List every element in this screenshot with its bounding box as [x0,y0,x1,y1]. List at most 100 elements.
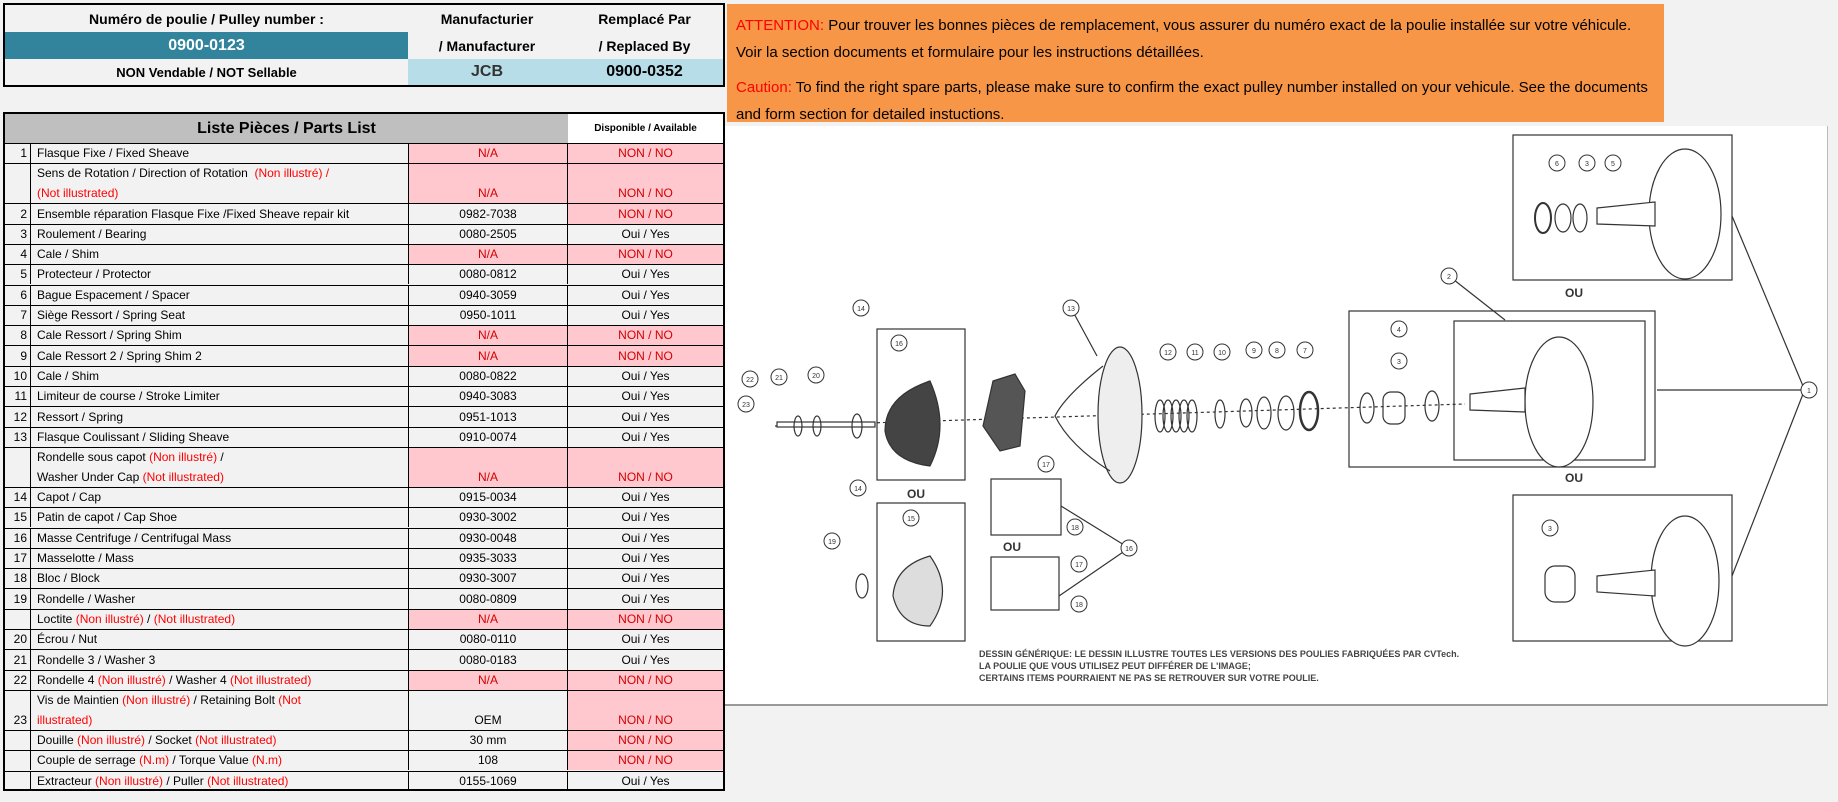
description-text: Masse Centrifuge / Centrifugal Mass [37,530,232,545]
callout-number: 16 [1125,546,1133,553]
caution-label: Caution: [736,79,792,96]
manufacturer-label-en: / Manufacturer [438,37,536,54]
table-row: 2 Ensemble réparation Flasque Fixe /Fixed… [5,203,723,224]
description-text: / [143,611,154,626]
ring-10 [1214,399,1226,429]
table-row: 6 Bague Espacement / Spacer 0940-3059 Oui /… [5,284,723,305]
availability-status: NON / NO [568,326,723,346]
description-line: Rondelle / Washer [37,589,135,609]
part-number: 0080-0809 [409,589,568,609]
table-row: 1 Flasque Fixe / Fixed Sheave N/A NON / NO [5,143,723,164]
part-number: 0155-1069 [409,771,568,791]
description-line: Loctite (Non illustré) / (Not illustrate… [37,609,235,629]
table-row: 8 Cale Ressort / Spring Shim N/A NON / NO [5,325,723,346]
description-text: Rondelle / Washer [37,591,136,606]
item-description: Patin de capot / Cap Shoe [31,508,409,528]
washer-21 [793,415,803,437]
availability-status: Oui / Yes [621,308,670,323]
item-description: Couple de serrage (N.m) / Torque Value (… [31,751,409,771]
item-number: 12 [5,407,31,427]
callout-circle [1604,154,1622,172]
description-text: Extracteur [37,773,96,788]
description-text: Rondelle 3 / Washer 3 [37,652,156,667]
ring-6 [1534,202,1552,234]
fixed-sheave-top [1648,148,1722,280]
description-line: Cale / Shim [37,244,99,264]
part-number: 0080-0110 [409,630,568,650]
callout-number: 9 [1252,348,1256,355]
not-illustrated-note: (Non illustré) [75,611,144,626]
callout-circle [737,395,755,413]
available-header: Disponible / Available [568,114,723,143]
item-description: Masselotte / Mass [31,548,409,569]
not-illustrated-note: (Not illustrated) [195,733,277,748]
not-illustrated-note: (Non illustré) [77,733,146,748]
callout-circle [849,479,867,497]
washer-alt [855,573,869,599]
part-number: N/A [409,326,568,346]
part-number: 0930-3002 [409,508,568,528]
variant-box-bottom [1512,494,1733,642]
description-line: Masse Centrifuge / Centrifugal Mass [37,528,231,548]
parts-list-title: Liste Pièces / Parts List [5,114,568,143]
description-line: illustrated) [37,710,92,730]
description-text: Patin de capot / Cap Shoe [37,510,178,525]
availability-status: NON / NO [568,609,723,629]
callout-number: 3 [1548,526,1552,533]
callout-circle [902,509,920,527]
fixed-sheave-bottom [1650,515,1720,647]
description-line: Siège Ressort / Spring Seat [37,305,185,325]
leader-line [1058,547,1130,597]
description-line: Masselotte / Mass [37,548,134,568]
part-number: 0080-0812 [409,265,568,285]
caption-line-2: LA POULIE QUE VOUS UTILISEZ PEUT DIFFÉRE… [979,661,1251,671]
callout-number: 18 [1075,602,1083,609]
description-text: Limiteur de course / Stroke Limiter [37,389,220,404]
callout-number: 11 [1191,350,1198,357]
description-text: Ressort / Spring [37,409,124,424]
table-row: Extracteur (Non illustré) / Puller (Not … [5,770,723,791]
description-line: Washer Under Cap (Not illustrated) [37,467,224,487]
availability-status: Oui / Yes [621,490,670,505]
availability-status: Oui / Yes [621,530,670,545]
availability-status: Oui / Yes [621,226,670,241]
part-number: 0951-1013 [409,407,568,427]
mass-box-top [990,478,1062,536]
part-number: 0930-3007 [409,569,568,589]
part-number: N/A [409,609,568,629]
not-illustrated-note: (Not illustrated) [37,186,119,201]
callout-circle [1245,341,1263,359]
description-line: Bloc / Block [37,568,100,588]
part-number: 108 [409,751,568,771]
table-row: 7 Siège Ressort / Spring Seat 0950-1011 Oui… [5,304,723,326]
description-text: Bloc / Block [37,571,100,586]
leader-line [1731,215,1804,387]
item-description: Loctite (Non illustré) / (Not illustrate… [31,609,409,629]
callout-number: 21 [775,375,783,382]
variant-box-middle [1348,310,1656,468]
callout-number: 12 [1164,350,1172,357]
caution-text: To find the right spare parts, please ma… [736,79,1648,123]
shaft-top [1596,201,1656,227]
not-illustrated-note: illustrated) [37,712,93,727]
not-illustrated-note: (Not [278,692,301,707]
part-number: 0080-0183 [409,650,568,670]
item-number [5,730,31,751]
item-number: 3 [5,224,31,244]
description-line: Protecteur / Protector [37,264,151,284]
item-number: 6 [5,285,31,305]
callout-number: 15 [907,516,915,523]
callout-number: 19 [828,539,836,546]
table-row: 19 Rondelle / Washer 0080-0809 Oui / Yes [5,588,723,609]
description-line: Écrou / Nut [37,629,97,649]
availability-status: Oui / Yes [621,632,670,647]
callout-circle [890,334,908,352]
not-illustrated-note: (Not illustrated) [142,469,224,484]
manufacturer-label: Manufacturier [440,10,534,27]
item-description: Cale / Shim [31,244,409,265]
item-number: 10 [5,366,31,386]
item-description: Écrou / Nut [31,629,409,650]
item-description: Vis de Maintien (Non illustré) / Retaini… [31,690,409,730]
part-number: 0950-1011 [409,305,568,326]
